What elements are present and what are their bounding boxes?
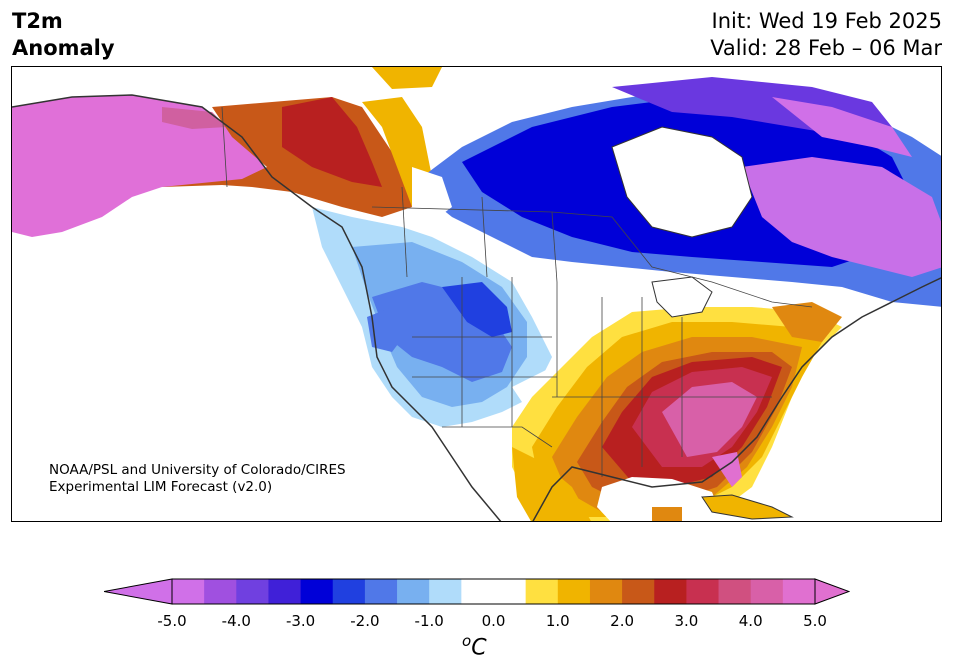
florida-extreme	[712, 452, 742, 487]
colorbar-frame	[171, 578, 816, 605]
colorbar-swatch	[364, 579, 398, 604]
colorbar-swatch	[750, 579, 784, 604]
province-border-1	[401, 186, 408, 278]
colorbar-swatch	[525, 579, 559, 604]
map-title: T2m Anomaly	[12, 8, 115, 62]
colorbar-swatch	[718, 579, 752, 604]
forecast-dates: Init: Wed 19 Feb 2025 Valid: 28 Feb – 06…	[710, 8, 942, 62]
colorbar-swatch	[236, 579, 269, 604]
alaska-core	[162, 107, 227, 129]
colorbar-swatch	[589, 579, 623, 604]
colorbar-max-arrow	[814, 578, 850, 605]
colorbar-swatch	[622, 579, 655, 604]
colorbar-swatch	[397, 579, 430, 604]
colorbar-tick-label: 0.0	[481, 612, 506, 630]
atlantic-coastline	[532, 277, 941, 521]
valid-date: Valid: 28 Feb – 06 Mar	[710, 36, 942, 60]
credit-line-1: NOAA/PSL and University of Colorado/CIRE…	[49, 462, 346, 478]
colorbar-min-arrow	[104, 578, 173, 605]
baffin-extreme	[772, 97, 912, 157]
arctic-yellow	[372, 67, 442, 89]
colorbar-swatch	[461, 579, 494, 604]
colorbar-tick-label: -3.0	[285, 612, 316, 630]
pacific-coastline	[12, 94, 502, 521]
colorbar-tick-label: -1.0	[414, 612, 444, 630]
borders	[221, 106, 813, 477]
colorbar-swatch	[686, 579, 720, 604]
province-border-2	[481, 196, 488, 278]
colorbar-tick-label: 5.0	[803, 612, 827, 630]
province-border-3	[551, 211, 558, 283]
colorbar-swatch	[332, 579, 366, 604]
map-svg	[12, 67, 941, 521]
colorbar-swatch	[782, 579, 816, 604]
colorbar-tick-label: -5.0	[157, 612, 187, 630]
yukon-hot	[282, 97, 382, 187]
colorbar-swatch	[172, 579, 205, 604]
colorbar-unit: oC	[462, 632, 487, 660]
labrador-extreme	[742, 157, 941, 277]
pacific-nw-cool	[367, 307, 407, 352]
southeast-extreme	[662, 382, 757, 457]
colorbar-tick-label: 1.0	[545, 612, 570, 630]
colorbar-swatch	[268, 579, 302, 604]
colorbar-swatch	[204, 579, 237, 604]
cuba	[701, 494, 794, 520]
credit-text: NOAA/PSL and University of Colorado/CIRE…	[49, 462, 346, 496]
colorbar-swatch	[429, 579, 462, 604]
hudson-bay	[611, 126, 753, 238]
colorbar	[104, 578, 850, 605]
anomaly-map	[11, 66, 942, 522]
colorbar-swatch	[654, 579, 687, 604]
credit-line-2: Experimental LIM Forecast (v2.0)	[49, 479, 273, 495]
us-mexico-border	[442, 426, 553, 448]
northeast-warm	[772, 302, 842, 342]
title-line-2: Anomaly	[12, 36, 115, 60]
gulf-of-mexico	[597, 477, 722, 521]
colorbar-swatch	[493, 579, 527, 604]
colorbar-tick-label: 4.0	[738, 612, 763, 630]
yucatan-warm	[652, 507, 682, 521]
colorbar-swatch	[300, 579, 334, 604]
init-date: Init: Wed 19 Feb 2025	[711, 9, 942, 33]
rockies-cold	[442, 282, 512, 337]
alaska-region	[12, 95, 272, 237]
colorbar-swatch	[557, 579, 591, 604]
colorbar-tick-label: -4.0	[221, 612, 251, 630]
colorbar-tick-label: -2.0	[350, 612, 380, 630]
unit-degree: o	[462, 632, 472, 650]
colorbar-tick-label: 3.0	[674, 612, 699, 630]
title-line-1: T2m	[12, 9, 63, 33]
alaska-canada-border	[221, 106, 228, 188]
unit-celsius: C	[471, 635, 487, 661]
mexico-warm	[512, 447, 591, 521]
colorbar-tick-label: 2.0	[610, 612, 635, 630]
